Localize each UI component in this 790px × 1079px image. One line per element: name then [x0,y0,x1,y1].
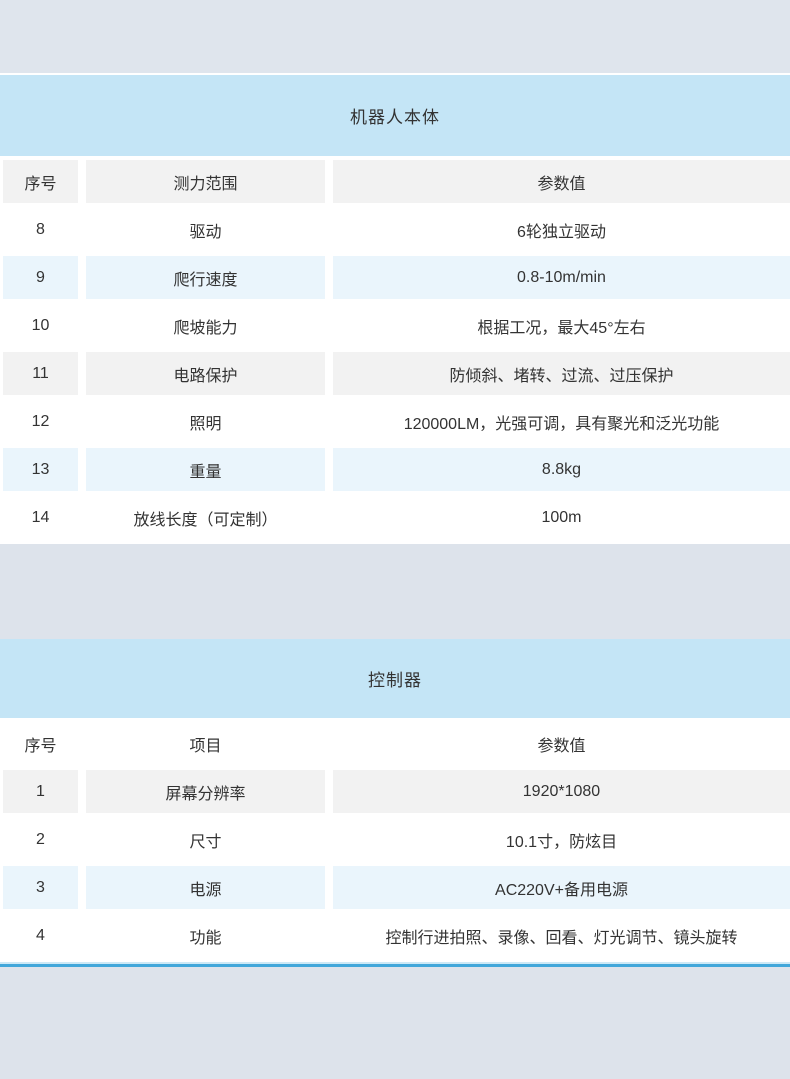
table-row: 14 放线长度（可定制） 100m [3,496,790,539]
column-header-item: 测力范围 [86,160,325,203]
row-value: AC220V+备用电源 [333,866,790,909]
row-number: 2 [3,818,78,861]
table-row: 12 照明 120000LM，光强可调，具有聚光和泛光功能 [3,400,790,443]
row-number: 4 [3,914,78,957]
row-item: 电路保护 [86,352,325,395]
row-item: 爬坡能力 [86,304,325,347]
table-row: 8 驱动 6轮独立驱动 [3,208,790,251]
column-header-item: 项目 [86,722,325,765]
section-title: 机器人本体 [350,108,440,127]
row-value: 防倾斜、堵转、过流、过压保护 [333,352,790,395]
row-value: 根据工况，最大45°左右 [333,304,790,347]
table-header-row: 序号 测力范围 参数值 [3,160,790,203]
row-value: 6轮独立驱动 [333,208,790,251]
row-number: 8 [3,208,78,251]
row-item: 尺寸 [86,818,325,861]
bottom-spacer-band [0,967,790,1079]
robot-body-table: 序号 测力范围 参数值 8 驱动 6轮独立驱动 9 爬行速度 0.8-10m/m… [0,160,790,544]
column-header-no: 序号 [3,722,78,765]
column-header-no: 序号 [3,160,78,203]
row-item: 电源 [86,866,325,909]
row-item: 驱动 [86,208,325,251]
row-number: 10 [3,304,78,347]
row-value: 100m [333,496,790,539]
row-item: 爬行速度 [86,256,325,299]
table-row: 13 重量 8.8kg [3,448,790,491]
table-row: 11 电路保护 防倾斜、堵转、过流、过压保护 [3,352,790,395]
row-item: 重量 [86,448,325,491]
column-header-value: 参数值 [333,160,790,203]
row-item: 功能 [86,914,325,957]
row-number: 3 [3,866,78,909]
row-item: 放线长度（可定制） [86,496,325,539]
row-number: 9 [3,256,78,299]
cyan-divider-line [0,962,790,967]
row-number: 14 [3,496,78,539]
row-number: 12 [3,400,78,443]
row-item: 屏幕分辨率 [86,770,325,813]
table-row: 1 屏幕分辨率 1920*1080 [3,770,790,813]
section-title: 控制器 [368,671,422,690]
row-value: 10.1寸，防炫目 [333,818,790,861]
row-value: 8.8kg [333,448,790,491]
table-row: 9 爬行速度 0.8-10m/min [3,256,790,299]
row-value: 120000LM，光强可调，具有聚光和泛光功能 [333,400,790,443]
table-row: 4 功能 控制行进拍照、录像、回看、灯光调节、镜头旋转 [3,914,790,957]
row-number: 11 [3,352,78,395]
top-spacer-band [0,0,790,73]
row-number: 1 [3,770,78,813]
row-value: 控制行进拍照、录像、回看、灯光调节、镜头旋转 [333,914,790,957]
row-value: 1920*1080 [333,770,790,813]
section-header-controller: 控制器 [0,639,790,722]
section-spacer-band [0,544,790,639]
section-header-robot-body: 机器人本体 [0,73,790,160]
controller-table: 序号 项目 参数值 1 屏幕分辨率 1920*1080 2 尺寸 10.1寸，防… [0,722,790,962]
table-header-row: 序号 项目 参数值 [3,722,790,765]
table-row: 3 电源 AC220V+备用电源 [3,866,790,909]
row-item: 照明 [86,400,325,443]
column-header-value: 参数值 [333,722,790,765]
row-number: 13 [3,448,78,491]
table-row: 10 爬坡能力 根据工况，最大45°左右 [3,304,790,347]
row-value: 0.8-10m/min [333,256,790,299]
table-row: 2 尺寸 10.1寸，防炫目 [3,818,790,861]
